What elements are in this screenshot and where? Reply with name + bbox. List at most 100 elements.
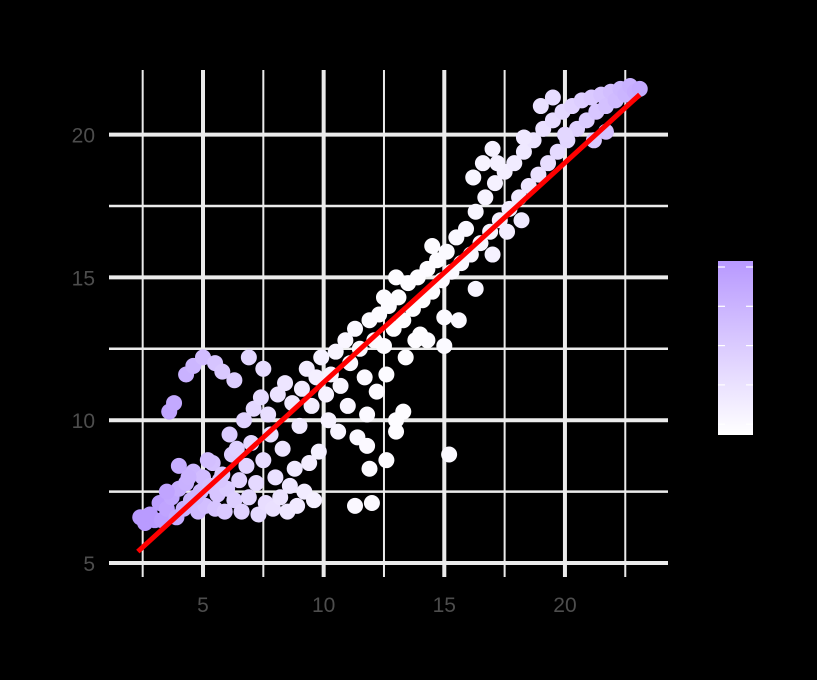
data-point bbox=[313, 349, 330, 366]
data-point bbox=[347, 497, 364, 514]
data-point bbox=[255, 360, 272, 377]
data-point bbox=[305, 492, 322, 509]
data-point bbox=[291, 417, 308, 434]
data-point bbox=[467, 280, 484, 297]
colorbar-ticks bbox=[718, 266, 753, 425]
data-point bbox=[585, 132, 602, 149]
data-point bbox=[158, 483, 175, 500]
data-point bbox=[310, 443, 327, 460]
data-point bbox=[238, 457, 255, 474]
data-point bbox=[231, 472, 248, 489]
data-point bbox=[532, 98, 549, 115]
data-point bbox=[170, 457, 187, 474]
data-point bbox=[530, 166, 547, 183]
data-point bbox=[250, 506, 267, 523]
data-point bbox=[214, 363, 231, 380]
data-point bbox=[274, 440, 291, 457]
data-point bbox=[441, 446, 458, 463]
data-point bbox=[255, 452, 272, 469]
data-point bbox=[390, 289, 407, 306]
y-tick-label: 5 bbox=[83, 553, 95, 576]
data-point bbox=[221, 426, 238, 443]
colorbar bbox=[718, 261, 753, 435]
data-point bbox=[436, 309, 453, 326]
data-point bbox=[540, 155, 557, 172]
data-point bbox=[477, 189, 494, 206]
x-tick-label: 20 bbox=[553, 594, 576, 617]
data-point bbox=[180, 469, 197, 486]
data-point bbox=[515, 143, 532, 160]
data-point bbox=[359, 406, 376, 423]
data-point bbox=[272, 489, 289, 506]
data-point bbox=[363, 495, 380, 512]
y-axis-tick-labels: 5 10 15 20 bbox=[72, 125, 95, 576]
data-point bbox=[332, 377, 349, 394]
data-point bbox=[303, 397, 320, 414]
data-point bbox=[289, 497, 306, 514]
data-point bbox=[233, 503, 250, 520]
data-point bbox=[228, 440, 245, 457]
data-point bbox=[330, 423, 347, 440]
data-point bbox=[308, 369, 325, 386]
x-axis-tick-labels: 5 10 15 20 bbox=[197, 594, 576, 617]
data-point bbox=[359, 437, 376, 454]
data-point bbox=[556, 126, 573, 143]
data-point bbox=[412, 326, 429, 343]
data-point bbox=[339, 397, 356, 414]
data-point bbox=[267, 469, 284, 486]
data-point bbox=[240, 489, 257, 506]
data-point bbox=[378, 366, 395, 383]
data-point bbox=[450, 312, 467, 329]
data-point bbox=[549, 143, 566, 160]
data-point bbox=[458, 220, 475, 237]
data-point bbox=[320, 412, 337, 429]
y-tick-label: 10 bbox=[72, 410, 95, 433]
data-point bbox=[281, 477, 298, 494]
data-point bbox=[195, 349, 211, 366]
data-point bbox=[368, 383, 385, 400]
data-point bbox=[484, 140, 501, 157]
data-point bbox=[397, 349, 414, 366]
data-point bbox=[388, 423, 405, 440]
data-point bbox=[436, 337, 453, 354]
data-point bbox=[199, 452, 216, 469]
data-point bbox=[544, 89, 561, 106]
data-point bbox=[226, 492, 243, 509]
data-point bbox=[395, 403, 412, 420]
data-point bbox=[337, 332, 354, 349]
data-point bbox=[347, 320, 364, 337]
data-point bbox=[260, 406, 277, 423]
data-point bbox=[474, 155, 491, 172]
data-point bbox=[484, 246, 501, 263]
data-point bbox=[236, 412, 253, 429]
data-point bbox=[467, 203, 484, 220]
y-tick-label: 15 bbox=[72, 267, 95, 290]
data-point bbox=[166, 395, 183, 412]
data-point bbox=[293, 380, 310, 397]
data-point bbox=[486, 175, 503, 192]
data-point bbox=[301, 455, 318, 472]
data-point bbox=[378, 452, 395, 469]
data-point bbox=[513, 212, 530, 229]
data-point bbox=[506, 155, 523, 172]
data-point bbox=[631, 80, 648, 97]
data-point bbox=[438, 243, 455, 260]
x-tick-label: 15 bbox=[433, 594, 456, 617]
x-tick-label: 10 bbox=[312, 594, 335, 617]
x-tick-label: 5 bbox=[197, 594, 209, 617]
regression-line bbox=[136, 92, 642, 554]
data-points bbox=[132, 78, 648, 532]
data-point bbox=[489, 155, 506, 172]
data-point bbox=[269, 386, 286, 403]
data-point bbox=[240, 349, 257, 366]
data-point bbox=[286, 460, 303, 477]
data-point bbox=[216, 503, 233, 520]
data-point bbox=[226, 372, 243, 389]
data-point bbox=[424, 237, 441, 254]
data-point bbox=[248, 475, 265, 492]
data-point bbox=[318, 386, 335, 403]
data-point bbox=[245, 400, 262, 417]
y-tick-label: 20 bbox=[72, 125, 95, 148]
data-point bbox=[465, 169, 482, 186]
